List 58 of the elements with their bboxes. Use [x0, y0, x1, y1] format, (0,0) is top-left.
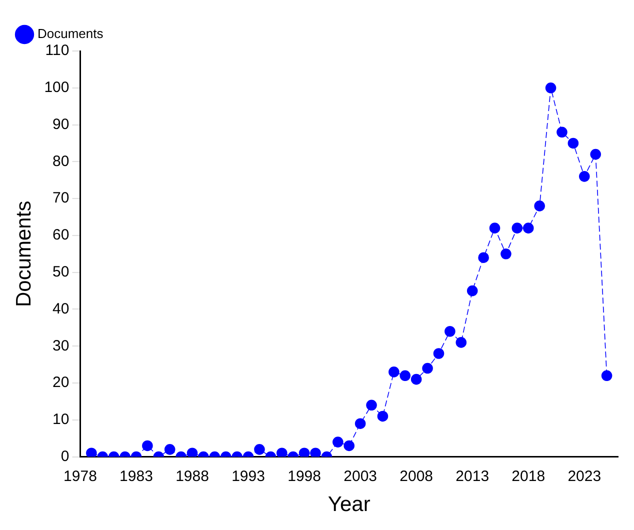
x-tick-label: 2013	[456, 468, 490, 485]
point	[142, 440, 153, 452]
point	[422, 362, 433, 374]
point	[466, 285, 478, 296]
x-tick-label: 2018	[512, 468, 546, 485]
point	[400, 370, 411, 382]
y-tick-label: 30	[52, 337, 70, 354]
x-tick-label: 2008	[400, 468, 434, 485]
point	[377, 410, 388, 422]
y-axis-title: Documents	[12, 200, 36, 308]
x-tick-label: 1983	[120, 468, 153, 485]
point	[410, 374, 422, 385]
y-tick-label: 10	[52, 411, 70, 428]
point	[86, 448, 97, 457]
x-tick-label: 1988	[176, 468, 209, 485]
point	[522, 222, 534, 234]
x-tick-label: 2003	[344, 468, 378, 485]
point	[489, 222, 500, 234]
point	[254, 444, 265, 455]
y-tick-label: 0	[60, 448, 70, 465]
point	[568, 138, 579, 149]
y-tick-label: 50	[52, 263, 70, 280]
y-tick-label: 40	[52, 300, 70, 318]
y-tick-label: 20	[52, 374, 70, 392]
point	[366, 400, 377, 411]
point	[164, 444, 176, 455]
point	[298, 448, 310, 457]
x-tick-label: 1993	[232, 468, 265, 485]
x-tick-label: 1998	[288, 468, 321, 485]
point	[433, 348, 444, 359]
point	[276, 448, 288, 457]
point	[344, 440, 355, 452]
point	[556, 126, 568, 138]
y-tick-label: 100	[44, 79, 70, 96]
point	[534, 200, 545, 212]
point	[545, 82, 556, 94]
x-tick-label: 1978	[64, 468, 97, 485]
point	[354, 418, 366, 429]
point	[444, 326, 456, 337]
point	[578, 171, 590, 182]
point	[332, 436, 344, 448]
legend-label: Documents	[38, 26, 104, 42]
y-tick-label: 60	[52, 226, 70, 244]
point	[186, 448, 198, 457]
point	[500, 248, 512, 260]
point	[388, 366, 400, 378]
y-tick-label: 110	[45, 42, 70, 60]
point	[310, 448, 321, 457]
point	[590, 148, 601, 160]
y-tick-label: 70	[52, 190, 70, 207]
point	[456, 337, 467, 348]
y-tick-label: 80	[52, 152, 70, 170]
point	[601, 370, 612, 382]
point	[512, 222, 523, 234]
x-axis-title: Year	[328, 493, 370, 516]
y-tick-label: 90	[52, 116, 70, 133]
x-tick-label: 2023	[568, 468, 602, 485]
point	[478, 252, 489, 263]
